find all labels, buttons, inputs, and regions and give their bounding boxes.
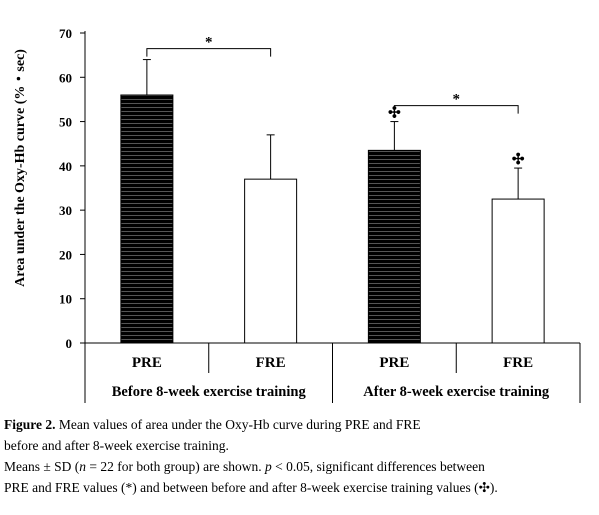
x-group-label: After 8-week exercise training — [363, 384, 550, 400]
bar-3 — [491, 198, 545, 344]
y-tick-label: 40 — [59, 159, 72, 174]
caption-line-1-text: Mean values of area under the Oxy-Hb cur… — [55, 417, 421, 432]
training-marker: ✣ — [388, 106, 401, 122]
bar-0 — [120, 94, 174, 344]
y-tick-label: 30 — [59, 203, 72, 218]
significance-bracket-1 — [393, 105, 519, 114]
x-tick-label: PRE — [132, 355, 162, 371]
bar-1 — [244, 178, 298, 344]
caption-line-4: PRE and FRE values (*) and between befor… — [4, 480, 498, 495]
bar-chart: Area under the Oxy-Hb curve (%・sec) 0 10 2… — [13, 26, 581, 403]
significance-bracket-0 — [146, 48, 272, 57]
training-marker: ✣ — [512, 152, 525, 168]
caption-line-2: before and after 8-week exercise trainin… — [4, 438, 229, 453]
caption-text: Means ± SD ( — [4, 459, 80, 474]
y-tick-label: 50 — [59, 115, 72, 130]
y-axis-label: Area under the Oxy-Hb curve (%・sec) — [13, 49, 28, 287]
significance-label: * — [205, 35, 213, 51]
y-tick-label: 20 — [59, 247, 72, 262]
x-tick-label: FRE — [503, 355, 533, 371]
y-tick-label: 10 — [59, 292, 72, 307]
significance-layer: * * ✣ ✣ — [146, 35, 525, 168]
caption-italic-p: p — [265, 459, 272, 474]
figure-caption: Figure 2. Mean values of area under the … — [4, 414, 596, 498]
x-group-label: Before 8-week exercise training — [112, 384, 307, 400]
error-bars-layer — [142, 59, 523, 200]
y-tick-label: 0 — [66, 336, 73, 351]
caption-italic-n: n — [79, 459, 87, 474]
x-axis: PRE FRE PRE FRE Before 8-week exercise train… — [84, 342, 581, 403]
significance-label: * — [453, 92, 461, 108]
caption-line-1: Figure 2. Mean values of area under the … — [4, 414, 596, 435]
caption-text: < 0.05, significant differences between — [271, 459, 485, 474]
x-tick-label: PRE — [379, 355, 409, 371]
figure-label: Figure 2. — [4, 417, 56, 432]
bars-layer — [120, 94, 545, 344]
y-tick-label: 60 — [59, 70, 72, 85]
caption-line-3: Means ± SD (n = 22 for both group) are s… — [4, 456, 596, 477]
caption-text: = 22 for both group) are shown. — [86, 459, 265, 474]
x-tick-label: FRE — [256, 355, 286, 371]
y-tick-label: 70 — [59, 26, 72, 41]
y-axis: 0 10 20 30 40 50 60 70 — [59, 26, 86, 351]
bar-2 — [367, 149, 421, 344]
